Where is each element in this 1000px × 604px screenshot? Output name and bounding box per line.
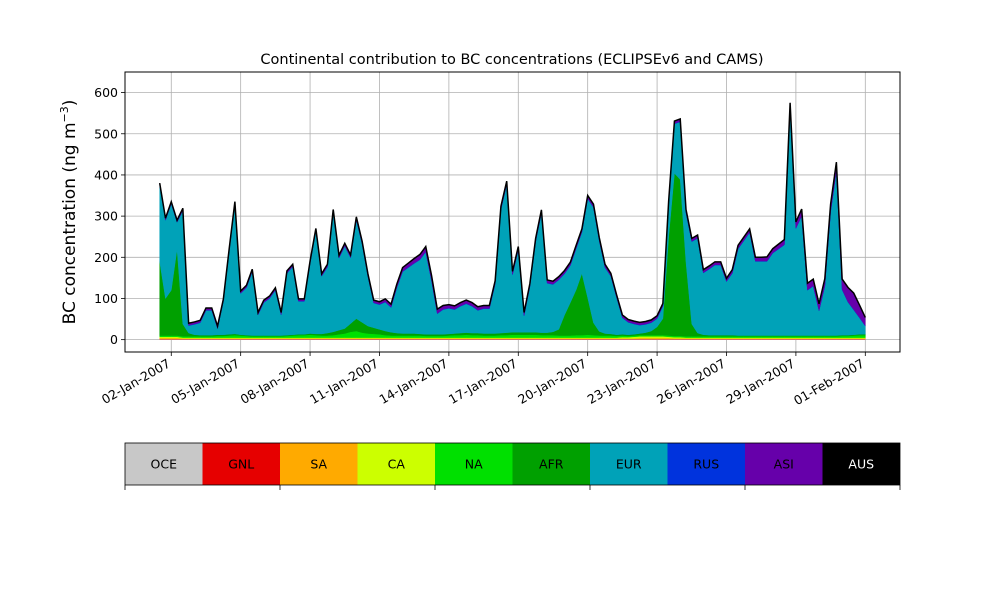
y-axis-label-close: )	[60, 100, 80, 107]
x-tick-label: 01-Feb-2007	[791, 356, 867, 408]
x-axis: 02-Jan-200705-Jan-200708-Jan-200711-Jan-…	[99, 352, 867, 408]
x-tick-label: 17-Jan-2007	[446, 356, 520, 407]
y-axis: 0 100 200 300 400 500 600	[94, 85, 125, 347]
y-tick-label: 500	[94, 126, 118, 141]
x-tick-label: 26-Jan-2007	[654, 356, 728, 407]
x-tick-label: 29-Jan-2007	[723, 356, 797, 407]
y-axis-label: BC concentration (ng m−3)	[58, 100, 80, 325]
legend-label-eur: EUR	[616, 457, 642, 472]
y-axis-label-exponent: −3	[58, 106, 71, 122]
y-tick-label: 300	[94, 209, 118, 224]
y-tick-label: 0	[110, 332, 118, 347]
x-tick-label: 08-Jan-2007	[238, 356, 312, 407]
legend-label-ca: CA	[388, 457, 406, 472]
x-tick-label: 05-Jan-2007	[168, 356, 242, 407]
legend-label-aus: AUS	[848, 457, 874, 472]
x-tick-label: 14-Jan-2007	[376, 356, 450, 407]
legend-label-asi: ASI	[774, 457, 794, 472]
legend-label-na: NA	[465, 457, 483, 472]
x-tick-label: 23-Jan-2007	[585, 356, 659, 407]
x-tick-label: 02-Jan-2007	[99, 356, 173, 407]
chart-title: Continental contribution to BC concentra…	[260, 52, 763, 68]
legend-label-gnl: GNL	[228, 457, 254, 472]
y-tick-label: 600	[94, 85, 118, 100]
legend-label-oce: OCE	[151, 457, 178, 472]
y-tick-label: 200	[94, 250, 118, 265]
area-series	[160, 103, 866, 340]
y-tick-label: 400	[94, 167, 118, 182]
legend-label-rus: RUS	[693, 457, 719, 472]
y-axis-label-main: BC concentration (ng m	[60, 122, 80, 324]
x-tick-label: 11-Jan-2007	[307, 356, 381, 407]
legend-colorbar: OCE GNL SA CA NA AFR EUR RUS ASI AUS	[125, 443, 900, 490]
y-tick-label: 100	[94, 291, 118, 306]
legend-label-afr: AFR	[539, 457, 564, 472]
legend-label-sa: SA	[310, 457, 327, 472]
x-tick-label: 20-Jan-2007	[515, 356, 589, 407]
